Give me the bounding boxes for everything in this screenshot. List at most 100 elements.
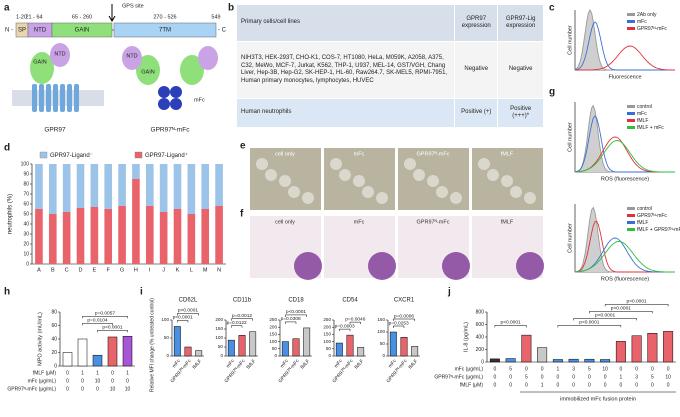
- y-tick-label: 100: [21, 161, 30, 167]
- condition-value: 0: [66, 370, 69, 376]
- condition-value: 3: [635, 374, 638, 380]
- helix: [60, 84, 65, 112]
- y-tick-label: 100: [269, 339, 277, 344]
- table-cell: Negative: [497, 41, 544, 99]
- expression-table: Primary cells/cell lines GPR97 expression…: [235, 4, 544, 128]
- label: control: [637, 206, 652, 212]
- y-tick-label: 90: [23, 171, 29, 177]
- helix: [67, 84, 72, 112]
- label: GPR97ᴺ-mFc: [151, 127, 191, 134]
- bar-segment: [118, 206, 126, 264]
- panel-label: f: [240, 209, 244, 220]
- y-tick-label: 150: [215, 326, 223, 331]
- table-header: GPR97 expression: [454, 4, 499, 42]
- x-tick-label: mFc: [225, 358, 236, 369]
- bar: [195, 350, 203, 357]
- condition-value: 0: [111, 378, 114, 384]
- y-axis-label: Relative MFI change (% untreated control…: [149, 298, 155, 392]
- x-tick-label: A: [37, 267, 41, 273]
- condition-value: 1: [556, 366, 559, 372]
- legend-swatch: [627, 105, 635, 108]
- x-tick-label: fMLF: [246, 358, 258, 370]
- helix: [74, 84, 79, 112]
- condition-label: fMLF (μM): [33, 370, 56, 376]
- y-tick-label: 40: [51, 336, 57, 342]
- p-value: p<0.0001: [579, 320, 599, 326]
- p-value: p<0.0001: [102, 325, 122, 331]
- significance-bracket: [589, 311, 653, 314]
- y-tick-label: 200: [476, 347, 485, 353]
- y-tick-label: 50: [272, 346, 278, 351]
- bar-segment: [187, 164, 196, 214]
- label: GAIN: [141, 69, 154, 75]
- x-tick-label: E: [93, 267, 97, 273]
- helix: [32, 84, 37, 112]
- p-value: p=0.0104: [87, 318, 107, 324]
- helix: [46, 84, 51, 112]
- y-axis-label: MPO activity (mU/mL): [37, 312, 43, 366]
- helix: [39, 84, 44, 112]
- y-tick-label: 70: [23, 191, 29, 197]
- y-tick-label: 80: [23, 181, 29, 187]
- significance-bracket: [557, 325, 622, 328]
- bar-segment: [173, 164, 182, 209]
- bar: [568, 358, 579, 363]
- y-tick-label: 100: [323, 339, 331, 344]
- label: mFc: [354, 151, 365, 157]
- condition-value: 1: [619, 374, 622, 380]
- y-tick-label: 50: [164, 335, 170, 340]
- label: - C: [218, 28, 227, 34]
- x-tick-label: D: [79, 267, 83, 273]
- x-tick-label: G: [120, 267, 124, 273]
- label: N -: [5, 28, 13, 34]
- fc-shape: [170, 98, 182, 110]
- significance-bracket: [97, 330, 128, 333]
- label: 549: [211, 14, 220, 20]
- axis: [31, 164, 226, 265]
- label: Cell number: [567, 122, 573, 152]
- x-tick-label: fMLF: [354, 358, 366, 370]
- condition-value: 0: [619, 382, 622, 388]
- y-tick-label: 100: [377, 329, 385, 334]
- bar: [584, 358, 595, 363]
- bar: [281, 341, 289, 357]
- label: NTD: [34, 28, 47, 34]
- label: fMLF: [501, 219, 514, 225]
- cell: [510, 186, 522, 198]
- bar: [227, 339, 235, 357]
- y-tick-label: 250: [323, 317, 331, 322]
- significance-bracket: [82, 316, 128, 319]
- condition-value: 3: [572, 366, 575, 372]
- significance-bracket: [231, 325, 243, 328]
- x-tick-label: mFc: [333, 358, 344, 369]
- fc-shape: [158, 86, 170, 98]
- x-tick-label: J: [162, 267, 165, 273]
- y-tick-label: 20: [51, 350, 57, 356]
- p-value: p=0.0006: [394, 313, 414, 319]
- y-tick-label: 80: [51, 309, 57, 315]
- cell: [288, 186, 300, 198]
- legend-swatch: [627, 27, 635, 30]
- bar: [389, 331, 397, 357]
- cell: [279, 175, 291, 187]
- p-value: p<0.0001: [627, 299, 647, 305]
- condition-value: 5: [588, 366, 591, 372]
- y-tick-label: 400: [476, 334, 485, 340]
- bar: [62, 352, 73, 367]
- p-value: p<0.0001: [178, 308, 198, 314]
- x-tick-label: K: [176, 267, 180, 273]
- x-tick-label: fMLF: [300, 358, 312, 370]
- bar-segment: [215, 206, 223, 264]
- condition-value: 10: [125, 386, 131, 392]
- histogram-curve: [574, 21, 675, 71]
- x-tick-label: fMLF: [408, 358, 420, 370]
- bar: [489, 358, 500, 363]
- legend-swatch: [627, 112, 635, 115]
- gain-shape: [136, 55, 160, 85]
- bar: [647, 333, 658, 363]
- condition-value: 0: [509, 382, 512, 388]
- y-tick-label: 0: [54, 363, 57, 369]
- significance-bracket: [393, 325, 405, 328]
- cell: [450, 192, 462, 204]
- ntd-shape: [198, 46, 218, 70]
